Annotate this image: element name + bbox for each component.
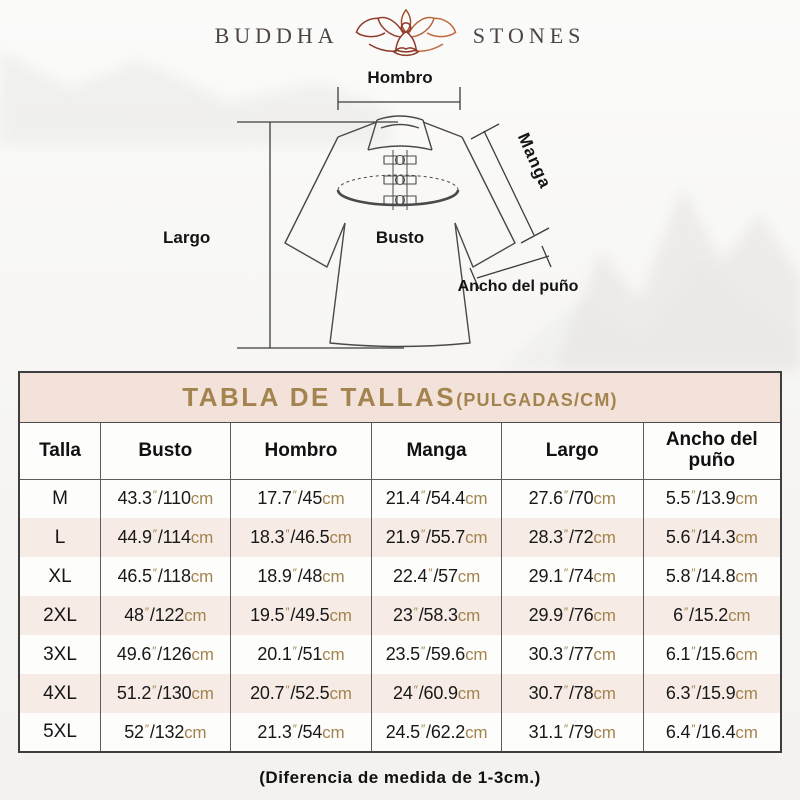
size-cell: 5XL (43, 721, 77, 742)
measure-cell: 6″/15.2cm (642, 596, 781, 635)
brand-name-left: BUDDHA (214, 23, 339, 48)
measure-cell: 31.1″/79cm (500, 713, 644, 752)
measure-cell: 23″/58.3cm (371, 596, 502, 635)
column-header: Busto (100, 422, 231, 480)
table-row: M 43.3″/110cm 17.7″/45cm 21.4″/54.4cm 27.6″/… (19, 479, 781, 518)
table-row: 3XL 49.6″/126cm 20.1″/51cm 23.5″/59.6cm 30.3… (19, 635, 781, 674)
measure-cell: 43.3″/110cm (100, 479, 231, 518)
measure-cell: 30.7″/78cm (500, 674, 644, 713)
measure-cell: 46.5″/118cm (100, 557, 231, 596)
table-title-units: (PULGADAS/CM) (456, 389, 618, 410)
measure-cell: 48″/122cm (100, 596, 231, 635)
measure-cell: 5.5″/13.9cm (642, 479, 781, 518)
measure-cell: 52″/132cm (100, 713, 231, 752)
size-cell: L (19, 518, 101, 557)
measure-cell: 6.4″/16.4cm (642, 713, 781, 752)
garment-measurement-diagram: Hombro Manga Largo Busto Ancho del puño (0, 65, 800, 367)
size-cell: XL (48, 565, 72, 587)
shoulder-measure-label: Hombro (367, 68, 433, 87)
table-title-row: TABLA DE TALLAS(PULGADAS/CM) (19, 372, 781, 423)
cuff-measure-label: Ancho del puño (457, 278, 579, 295)
size-table: TABLA DE TALLAS(PULGADAS/CM) Talla Busto H… (18, 371, 782, 753)
table-title: TABLA DE TALLAS (182, 381, 457, 412)
table-header-row: Talla Busto Hombro Manga Largo Ancho del puño (19, 422, 781, 480)
measure-cell: 20.1″/51cm (229, 635, 372, 674)
size-cell: 3XL (43, 643, 77, 665)
measure-cell: 6.3″/15.9cm (642, 674, 781, 713)
measure-cell: 22.4″/57cm (371, 557, 502, 596)
size-table-body: TABLA DE TALLAS(PULGADAS/CM) Talla Busto H… (19, 372, 781, 752)
brand-header: BUDDHA STONES (0, 6, 800, 66)
length-measure-label: Largo (163, 228, 211, 247)
column-header: Largo (500, 422, 644, 480)
measure-cell: 17.7″/45cm (229, 479, 372, 518)
measure-cell: 18.9″/48cm (229, 557, 372, 596)
size-cell: M (52, 487, 68, 509)
table-row: 2XL 48″/122cm 19.5″/49.5cm 23″/58.3cm 29.9″/… (19, 596, 781, 635)
column-header: Ancho del puño (642, 422, 781, 480)
measurement-tolerance-note: (Diferencia de medida de 1-3cm.) (259, 768, 541, 787)
bust-measure-label: Busto (375, 228, 425, 247)
garment-line-art (237, 87, 552, 349)
column-header: Talla (19, 422, 101, 480)
size-cell: 4XL (19, 674, 101, 713)
measure-cell: 21.9″/55.7cm (371, 518, 502, 557)
measure-cell: 30.3″/77cm (500, 635, 644, 674)
measure-cell: 51.2″/130cm (100, 674, 231, 713)
size-cell: 2XL (19, 596, 101, 635)
measure-cell: 21.3″/54cm (229, 713, 372, 752)
table-row: XL 46.5″/118cm 18.9″/48cm 22.4″/57cm 29.1″/7… (19, 557, 781, 596)
measure-cell: 29.1″/74cm (500, 557, 644, 596)
table-row: 5XL 52″/132cm 21.3″/54cm 24.5″/62.2cm 31.1″/… (19, 713, 781, 752)
measure-cell: 28.3″/72cm (500, 518, 644, 557)
measure-cell: 24″/60.9cm (371, 674, 502, 713)
measure-cell: 21.4″/54.4cm (371, 479, 502, 518)
brand-name-right: STONES (472, 23, 586, 48)
measure-cell: 5.8″/14.8cm (642, 557, 781, 596)
measure-cell: 23.5″/59.6cm (371, 635, 502, 674)
measure-cell: 49.6″/126cm (100, 635, 231, 674)
table-row: L 44.9″/114cm 18.3″/46.5cm 21.9″/55.7cm 28.3… (19, 518, 781, 557)
measure-cell: 44.9″/114cm (100, 518, 231, 557)
measure-cell: 27.6″/70cm (500, 479, 644, 518)
measure-cell: 19.5″/49.5cm (229, 596, 372, 635)
table-row: 4XL 51.2″/130cm 20.7″/52.5cm 24″/60.9cm 30.7… (19, 674, 781, 713)
measure-cell: 20.7″/52.5cm (229, 674, 372, 713)
lotus-meditation-icon (355, 9, 457, 57)
column-header: Hombro (229, 422, 372, 480)
measure-cell: 5.6″/14.3cm (642, 518, 781, 557)
measure-cell: 18.3″/46.5cm (229, 518, 372, 557)
column-header: Manga (371, 422, 502, 480)
measure-cell: 29.9″/76cm (500, 596, 644, 635)
measure-cell: 6.1″/15.6cm (642, 635, 781, 674)
measure-cell: 24.5″/62.2cm (371, 713, 502, 752)
